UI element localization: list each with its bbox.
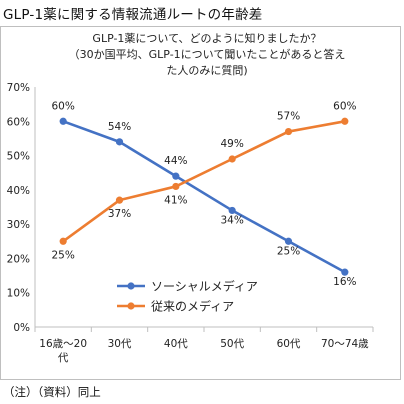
x-tick-label: 70～74歳 [321,338,369,350]
data-point [172,172,180,180]
line-chart: GLP-1薬について、どのように知りましたか？ （30か国平均、GLP-1について… [7,31,374,364]
data-point [115,196,124,204]
y-tick-label: 50% [7,151,30,163]
data-point [228,206,236,215]
x-tick-label: 50代 [220,338,244,350]
chart-title: GLP-1薬について、どのように知りましたか？ （30か国平均、GLP-1について… [69,31,346,77]
data-point [228,155,236,163]
data-point [59,117,67,125]
data-label: 16% [333,276,356,288]
data-label: 41% [164,194,187,206]
y-tick-label: 0% [13,322,30,334]
y-tick-label: 70% [7,82,30,94]
x-tick-label: 60代 [277,338,301,350]
axes: 0% 10% 20% 30% 40% 50% 60% 70% 16歳～20 代 30代 40代 50代 6… [7,82,374,364]
legend-label: ソーシャルメディア [151,279,258,294]
data-point [284,127,293,136]
data-label: 25% [277,245,300,257]
legend-label: 従来のメディア [151,299,234,314]
data-labels: 60% 54% 44% 34% 25% 16% 25% 37% 41% 49% 57% 60% [51,100,356,288]
data-label: 37% [108,208,131,220]
data-label: 60% [51,100,74,112]
data-label: 54% [108,121,131,133]
y-tick-label: 20% [7,253,30,265]
data-label: 49% [220,138,243,150]
source-note: （注）（資料）同上 [3,385,101,399]
series-line-traditional-media [62,120,346,243]
data-label: 60% [333,100,356,112]
x-tick-label: 代 [58,352,69,364]
series-line-social-media [62,120,346,274]
page-title: GLP-1薬に関する情報流通ルートの年齢差 [3,7,263,23]
series-lines [59,117,349,276]
data-point [172,182,180,191]
chart-frame: GLP-1薬について、どのように知りましたか？ （30か国平均、GLP-1について… [0,26,401,380]
data-label: 34% [220,214,243,226]
legend-marker [127,302,135,310]
data-point [341,268,349,276]
x-tick-label: 16歳～20 [39,338,87,350]
data-point [115,138,124,146]
data-label: 57% [277,111,300,123]
legend-marker [127,282,135,290]
chart-title-line: GLP-1薬について、どのように知りましたか？ [92,31,321,45]
data-label: 44% [164,155,187,167]
y-tick-label: 40% [7,185,30,197]
chart-title-line: （30か国平均、GLP-1について聞いたことがあると答え [69,47,346,61]
x-tick-label: 30代 [108,338,132,350]
chart-title-line: た人のみに質問) [166,63,247,77]
y-tick-label: 10% [7,288,30,300]
x-tick-label: 40代 [164,338,188,350]
y-tick-label: 30% [7,219,30,231]
data-point [341,117,349,125]
y-tick-label: 60% [7,116,30,128]
data-point [284,237,293,245]
data-point [59,237,67,245]
data-label: 25% [51,249,74,261]
